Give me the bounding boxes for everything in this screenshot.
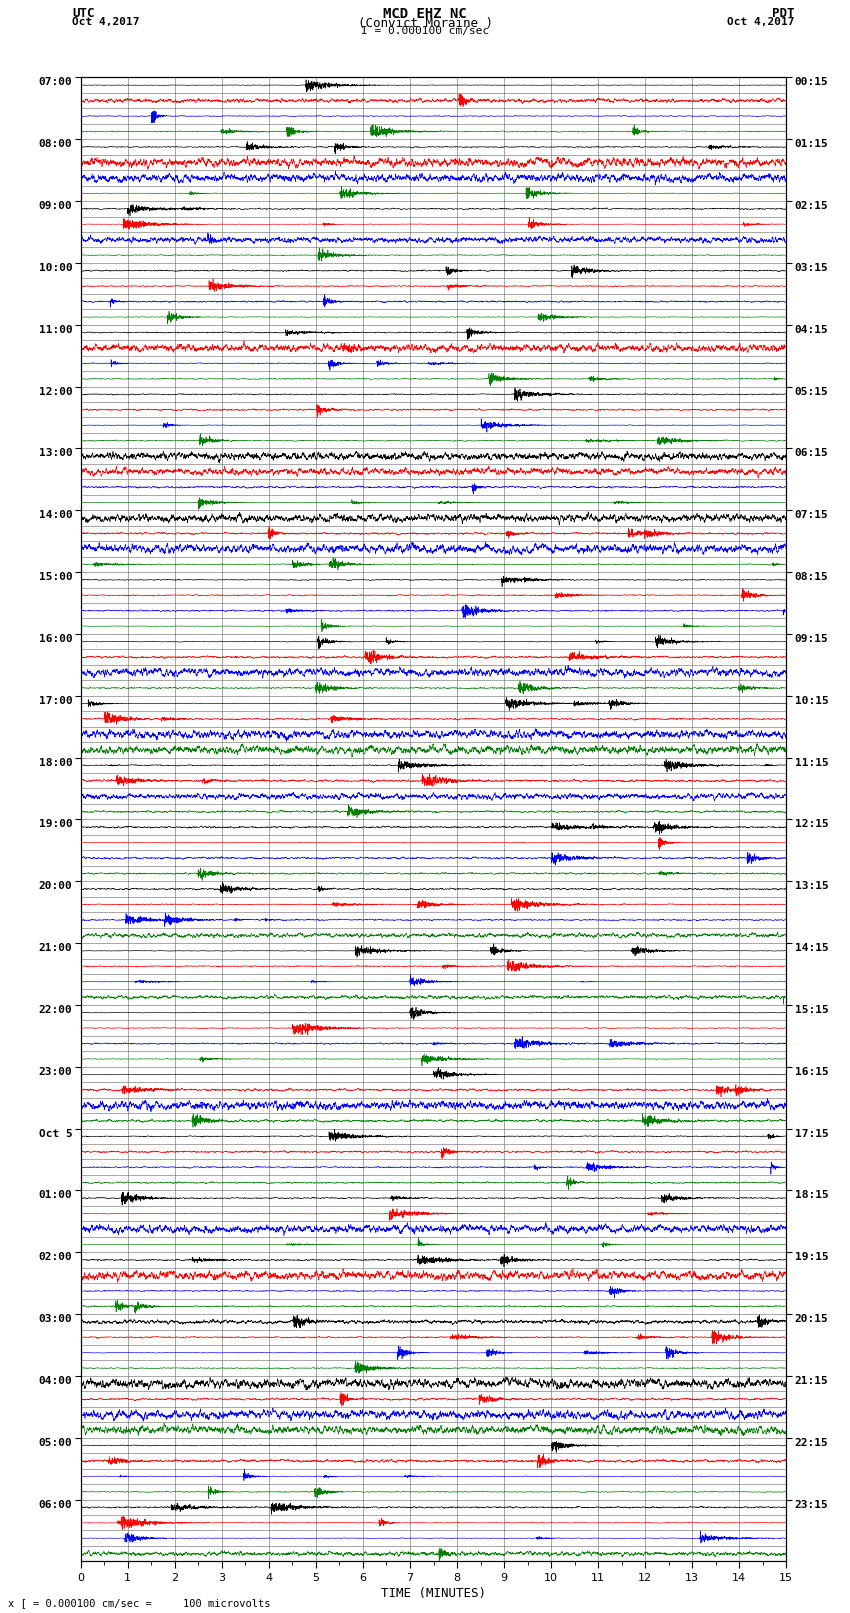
Text: MCD EHZ NC: MCD EHZ NC [383, 6, 467, 21]
Text: (Convict Moraine ): (Convict Moraine ) [358, 18, 492, 31]
Text: UTC: UTC [72, 6, 94, 21]
Text: PDT: PDT [773, 6, 795, 21]
X-axis label: TIME (MINUTES): TIME (MINUTES) [381, 1587, 486, 1600]
Text: Oct 4,2017: Oct 4,2017 [728, 18, 795, 27]
Text: x [ = 0.000100 cm/sec =     100 microvolts: x [ = 0.000100 cm/sec = 100 microvolts [8, 1598, 271, 1608]
Text: I = 0.000100 cm/sec: I = 0.000100 cm/sec [361, 26, 489, 35]
Text: Oct 4,2017: Oct 4,2017 [72, 18, 139, 27]
